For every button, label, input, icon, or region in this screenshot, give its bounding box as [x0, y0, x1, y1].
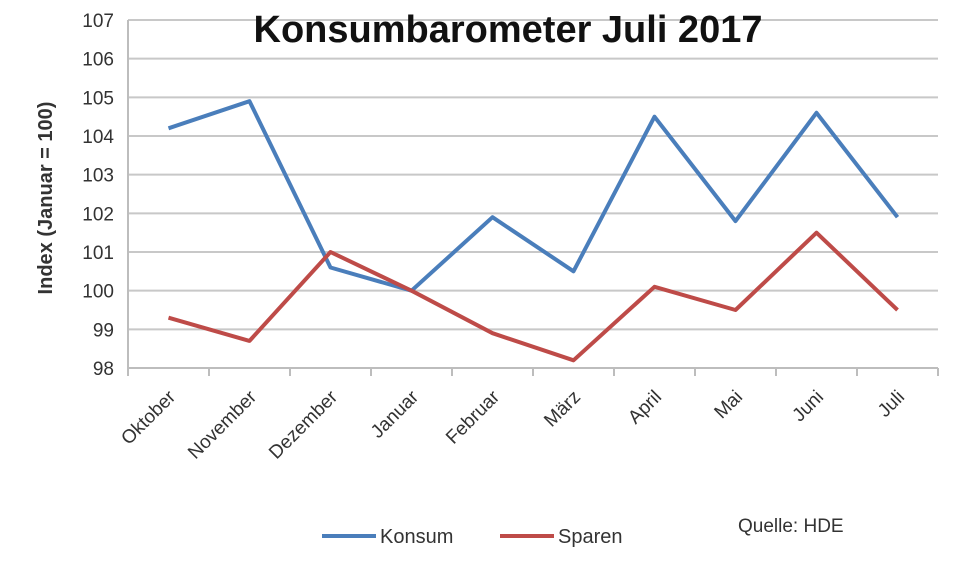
x-tick-label: Juli: [874, 387, 909, 422]
y-tick-label: 104: [82, 127, 114, 148]
x-tick-label: Februar: [442, 386, 504, 448]
x-tick-label: Dezember: [265, 386, 342, 463]
x-tick-label: Juni: [789, 387, 828, 426]
x-tick-labels: Oktober November Dezember Januar Februar März…: [117, 386, 909, 463]
x-tick-label: Oktober: [117, 386, 180, 449]
x-tick-label: November: [184, 386, 261, 463]
grid: [128, 19, 938, 331]
y-tick-label: 105: [82, 88, 114, 109]
legend: Konsum Sparen: [322, 526, 623, 548]
source-note: Quelle: HDE: [738, 516, 844, 537]
y-tick-label: 98: [93, 359, 114, 380]
x-tick-label: Januar: [367, 386, 423, 442]
y-axis-label: Index (Januar = 100): [35, 102, 57, 295]
x-tick-label: März: [540, 387, 585, 432]
y-tick-labels: 98 99 100 101 102 103 104 105 106 107: [82, 11, 114, 380]
y-tick-label: 107: [82, 11, 114, 32]
series-lines: [167, 99, 900, 363]
x-tick-label: Mai: [711, 387, 748, 424]
y-tick-label: 106: [82, 50, 114, 71]
y-tick-label: 102: [82, 204, 114, 225]
axes: [127, 20, 939, 376]
y-tick-label: 101: [82, 243, 114, 264]
x-tick-label: April: [624, 387, 666, 429]
legend-label: Konsum: [380, 526, 453, 548]
y-tick-label: 99: [93, 320, 114, 341]
legend-label: Sparen: [558, 526, 623, 548]
y-tick-label: 103: [82, 166, 114, 187]
chart-title: Konsumbarometer Juli 2017: [254, 9, 763, 51]
series-line-konsum: [167, 99, 900, 293]
y-tick-label: 100: [82, 282, 114, 303]
series-line-sparen: [167, 230, 899, 363]
